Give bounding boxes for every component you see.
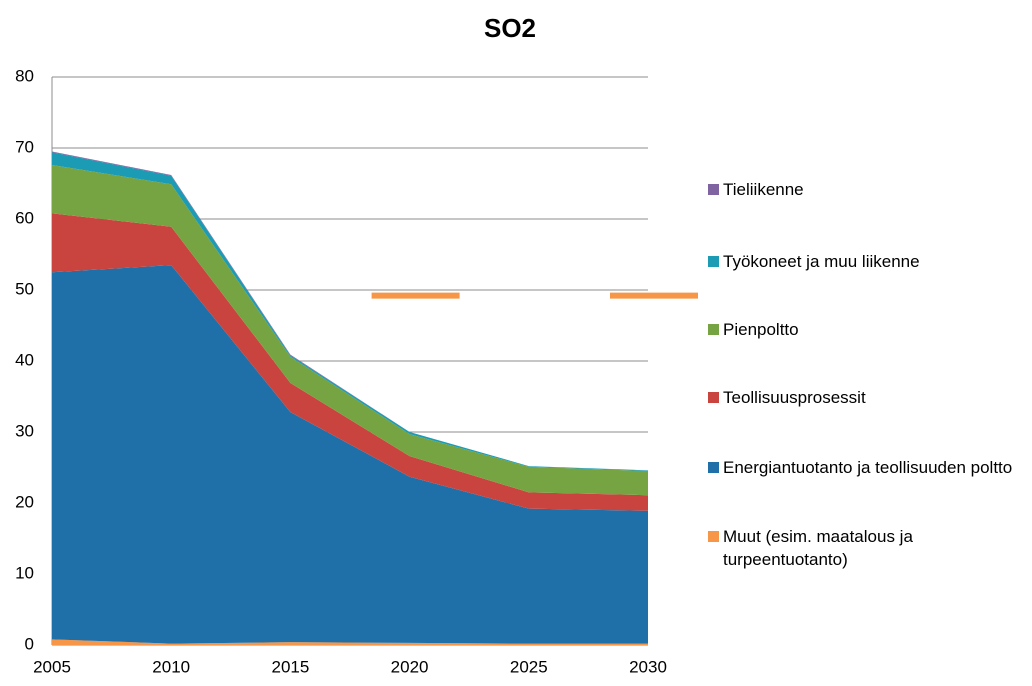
legend-item: Tieliikenne [708, 178, 1028, 201]
legend-label: Pienpoltto [723, 320, 799, 339]
chart-title: SO2 [484, 13, 536, 43]
legend-label: Teollisuusprosessit [723, 388, 866, 407]
x-tick-label: 2020 [391, 657, 429, 676]
area [52, 165, 648, 496]
legend-item: Teollisuusprosessit [708, 386, 1028, 409]
y-tick-label: 30 [15, 421, 34, 440]
y-tick-label: 70 [15, 137, 34, 156]
legend-item: Pienpoltto [708, 318, 1028, 341]
legend-item: Työkoneet ja muu liikenne [708, 250, 1028, 273]
area [52, 265, 648, 644]
area [52, 639, 648, 645]
legend-label: Energiantuotanto ja teollisuuden poltto [723, 458, 1013, 477]
legend-swatch [708, 184, 719, 195]
y-tick-label: 40 [15, 350, 34, 369]
x-tick-label: 2030 [629, 657, 667, 676]
legend-swatch [708, 392, 719, 403]
x-tick-label: 2015 [271, 657, 309, 676]
area [52, 213, 648, 511]
legend-item: Muut (esim. maatalous ja turpeentuotanto… [708, 525, 1028, 571]
x-tick-label: 2010 [152, 657, 190, 676]
legend-label: Muut (esim. maatalous ja turpeentuotanto… [723, 527, 913, 569]
legend-swatch [708, 324, 719, 335]
x-tick-label: 2005 [33, 657, 71, 676]
y-tick-label: 0 [25, 634, 34, 653]
legend-swatch [708, 531, 719, 542]
y-tick-label: 20 [15, 492, 34, 511]
y-tick-label: 60 [15, 208, 34, 227]
legend-label: Työkoneet ja muu liikenne [723, 252, 920, 271]
legend-label: Tieliikenne [723, 180, 804, 199]
y-tick-label: 10 [15, 563, 34, 582]
legend-item: Energiantuotanto ja teollisuuden poltto [708, 456, 1028, 479]
x-tick-label: 2025 [510, 657, 548, 676]
y-tick-label: 80 [15, 66, 34, 85]
y-tick-label: 50 [15, 279, 34, 298]
legend-swatch [708, 462, 719, 473]
legend-swatch [708, 256, 719, 267]
